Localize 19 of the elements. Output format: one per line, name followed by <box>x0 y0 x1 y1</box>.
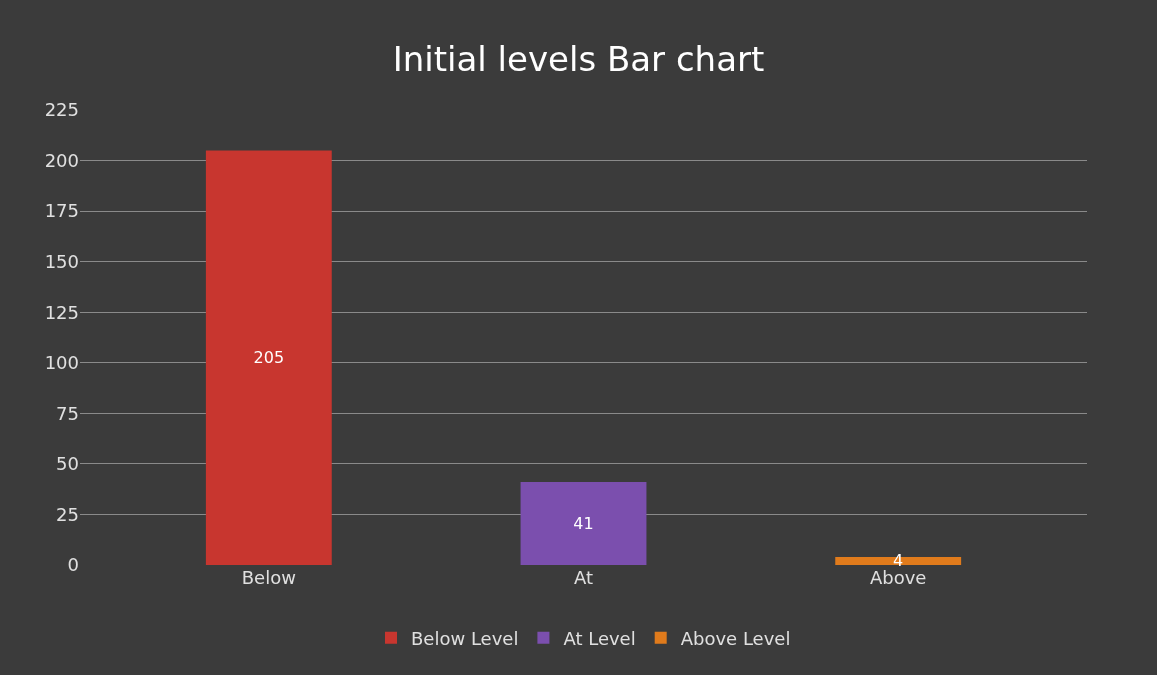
y-tick-label: 75 <box>56 402 79 424</box>
data-label: 41 <box>573 514 594 534</box>
legend-label: Above Level <box>680 627 791 649</box>
y-tick-label: 175 <box>44 200 79 222</box>
x-tick-label: At <box>573 567 594 588</box>
y-tick-label: 0 <box>67 554 79 576</box>
legend-label: At Level <box>563 627 636 649</box>
y-tick-label: 100 <box>44 352 79 374</box>
y-tick-label: 50 <box>56 453 79 475</box>
data-label: 205 <box>253 348 285 368</box>
y-tick-label: 125 <box>44 301 79 323</box>
x-tick-label: Above <box>869 567 927 588</box>
y-tick-label: 225 <box>44 99 79 121</box>
y-tick-label: 200 <box>44 149 79 171</box>
chart-title: Initial levels Bar chart <box>392 39 765 80</box>
x-tick-label: Below <box>241 567 296 588</box>
y-tick-label: 150 <box>44 250 79 272</box>
y-tick-label: 25 <box>56 503 79 525</box>
legend-label: Below Level <box>411 627 519 649</box>
